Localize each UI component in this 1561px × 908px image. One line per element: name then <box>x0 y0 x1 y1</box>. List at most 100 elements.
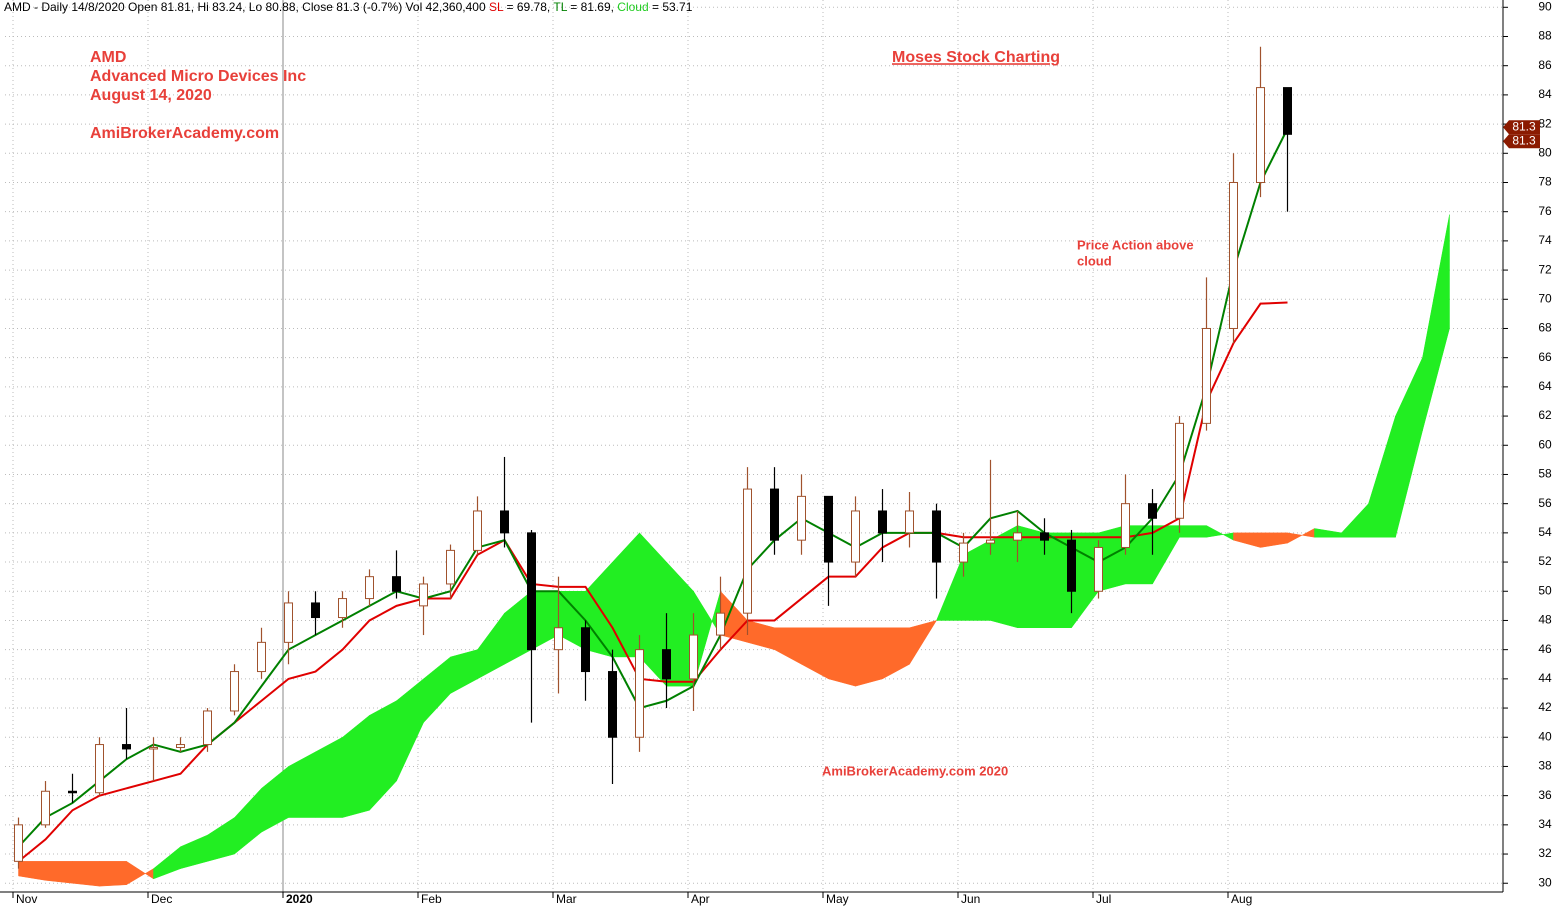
candle-body <box>635 649 644 738</box>
candle-body <box>365 576 374 600</box>
candle-body <box>608 671 617 738</box>
y-tick-label: 86 <box>1538 58 1552 72</box>
candle-body <box>230 671 239 712</box>
cloud-segment <box>1341 503 1369 538</box>
price-tag <box>1503 120 1540 135</box>
candle-body <box>959 542 968 563</box>
y-tick-label: 56 <box>1538 496 1552 510</box>
cloud-segment <box>882 627 910 680</box>
y-tick-label: 72 <box>1538 262 1552 276</box>
y-tick-label: 80 <box>1538 145 1552 159</box>
grid <box>5 0 1503 892</box>
cloud-segment <box>1395 357 1423 538</box>
cloud-segment <box>342 714 370 818</box>
candle-body <box>500 510 509 534</box>
cloud-segment <box>612 532 640 658</box>
cloud-segment <box>1017 525 1045 629</box>
cloud-segment <box>369 700 397 811</box>
candles <box>14 46 1292 869</box>
candle-body <box>824 495 833 563</box>
candle-body <box>932 510 941 563</box>
x-tick-label: Apr <box>691 892 710 906</box>
candle-body <box>1202 327 1211 424</box>
candle-body <box>284 602 293 643</box>
cloud-segment <box>288 751 316 818</box>
y-tick-label: 40 <box>1538 729 1552 743</box>
candle-body <box>14 824 23 862</box>
y-tick-label: 78 <box>1538 175 1552 189</box>
cloud-segment <box>234 787 262 855</box>
candle-body <box>689 634 698 680</box>
cloud-segment <box>45 861 73 884</box>
candle-body <box>797 495 806 541</box>
y-tick-label: 36 <box>1538 788 1552 802</box>
candle-body <box>257 641 266 673</box>
candle-body <box>581 627 590 673</box>
candle-body <box>716 612 725 636</box>
cloud-segment <box>1422 214 1450 431</box>
x-tick-label: May <box>826 892 849 906</box>
y-tick-label: 62 <box>1538 408 1552 422</box>
candle-body <box>1067 539 1076 592</box>
cloud-segment <box>1260 532 1288 548</box>
cloud-segment <box>153 846 181 880</box>
x-tick-label: Jun <box>961 892 980 906</box>
header-text: TL <box>553 0 567 14</box>
y-tick-label: 44 <box>1538 671 1552 685</box>
x-tick-label: 2020 <box>286 892 313 906</box>
candle-body <box>770 488 779 541</box>
brand: Moses Stock Charting <box>892 49 1060 66</box>
price-tag-label: 81.3 <box>1512 119 1536 133</box>
x-tick-label: Nov <box>16 892 37 906</box>
cloud-segment <box>18 861 46 881</box>
x-tick-label: Mar <box>556 892 577 906</box>
candle-body <box>527 532 536 651</box>
candle-body <box>122 744 131 750</box>
cloud-segment <box>774 627 802 665</box>
price-tag <box>1503 134 1540 149</box>
watermark: AmiBrokerAcademy.com 2020 <box>822 763 1008 778</box>
cloud-segment <box>450 649 478 694</box>
candle-body <box>1148 503 1157 519</box>
candle-body <box>311 602 320 619</box>
header-text: SL <box>488 0 504 14</box>
y-tick-label: 48 <box>1538 613 1552 627</box>
cloud-segment <box>126 860 154 886</box>
candle-body <box>1094 546 1103 592</box>
cloud-segment <box>909 620 938 666</box>
header-text: = 81.69, <box>566 0 618 14</box>
cloud-segment <box>1152 525 1180 585</box>
header-text: = 69.78, <box>503 0 554 14</box>
header-text: Cloud <box>617 0 649 14</box>
y-tick-label: 64 <box>1538 379 1552 393</box>
candle-body <box>419 583 428 607</box>
cloud <box>18 214 1450 887</box>
cloud-segment <box>801 627 829 680</box>
y-tick-label: 82 <box>1538 116 1552 130</box>
candle-body <box>554 627 563 651</box>
site-name: AmiBrokerAcademy.com <box>90 125 279 142</box>
candle-body <box>1121 503 1130 548</box>
y-tick-label: 90 <box>1538 0 1552 13</box>
cloud-segment <box>99 861 127 887</box>
cloud-segment <box>180 834 208 869</box>
y-tick-label: 46 <box>1538 642 1552 656</box>
cloud-segment <box>1233 532 1261 548</box>
cloud-segment <box>855 627 883 687</box>
candle-body <box>986 539 995 544</box>
cloud-segment <box>1314 528 1342 538</box>
candle-body <box>176 744 185 748</box>
x-tick-label: Feb <box>421 892 442 906</box>
candle-body <box>392 576 401 592</box>
cloud-segment <box>1179 525 1207 538</box>
candle-body <box>878 510 887 534</box>
x-tick-label: Aug <box>1231 892 1252 906</box>
cloud-segment <box>396 678 424 782</box>
cloud-segment <box>747 620 775 650</box>
y-tick-label: 58 <box>1538 467 1552 481</box>
cloud-segment <box>828 627 856 687</box>
candle-body <box>1283 87 1292 135</box>
ticker: AMD <box>90 49 126 66</box>
cloud-segment <box>1287 528 1315 544</box>
